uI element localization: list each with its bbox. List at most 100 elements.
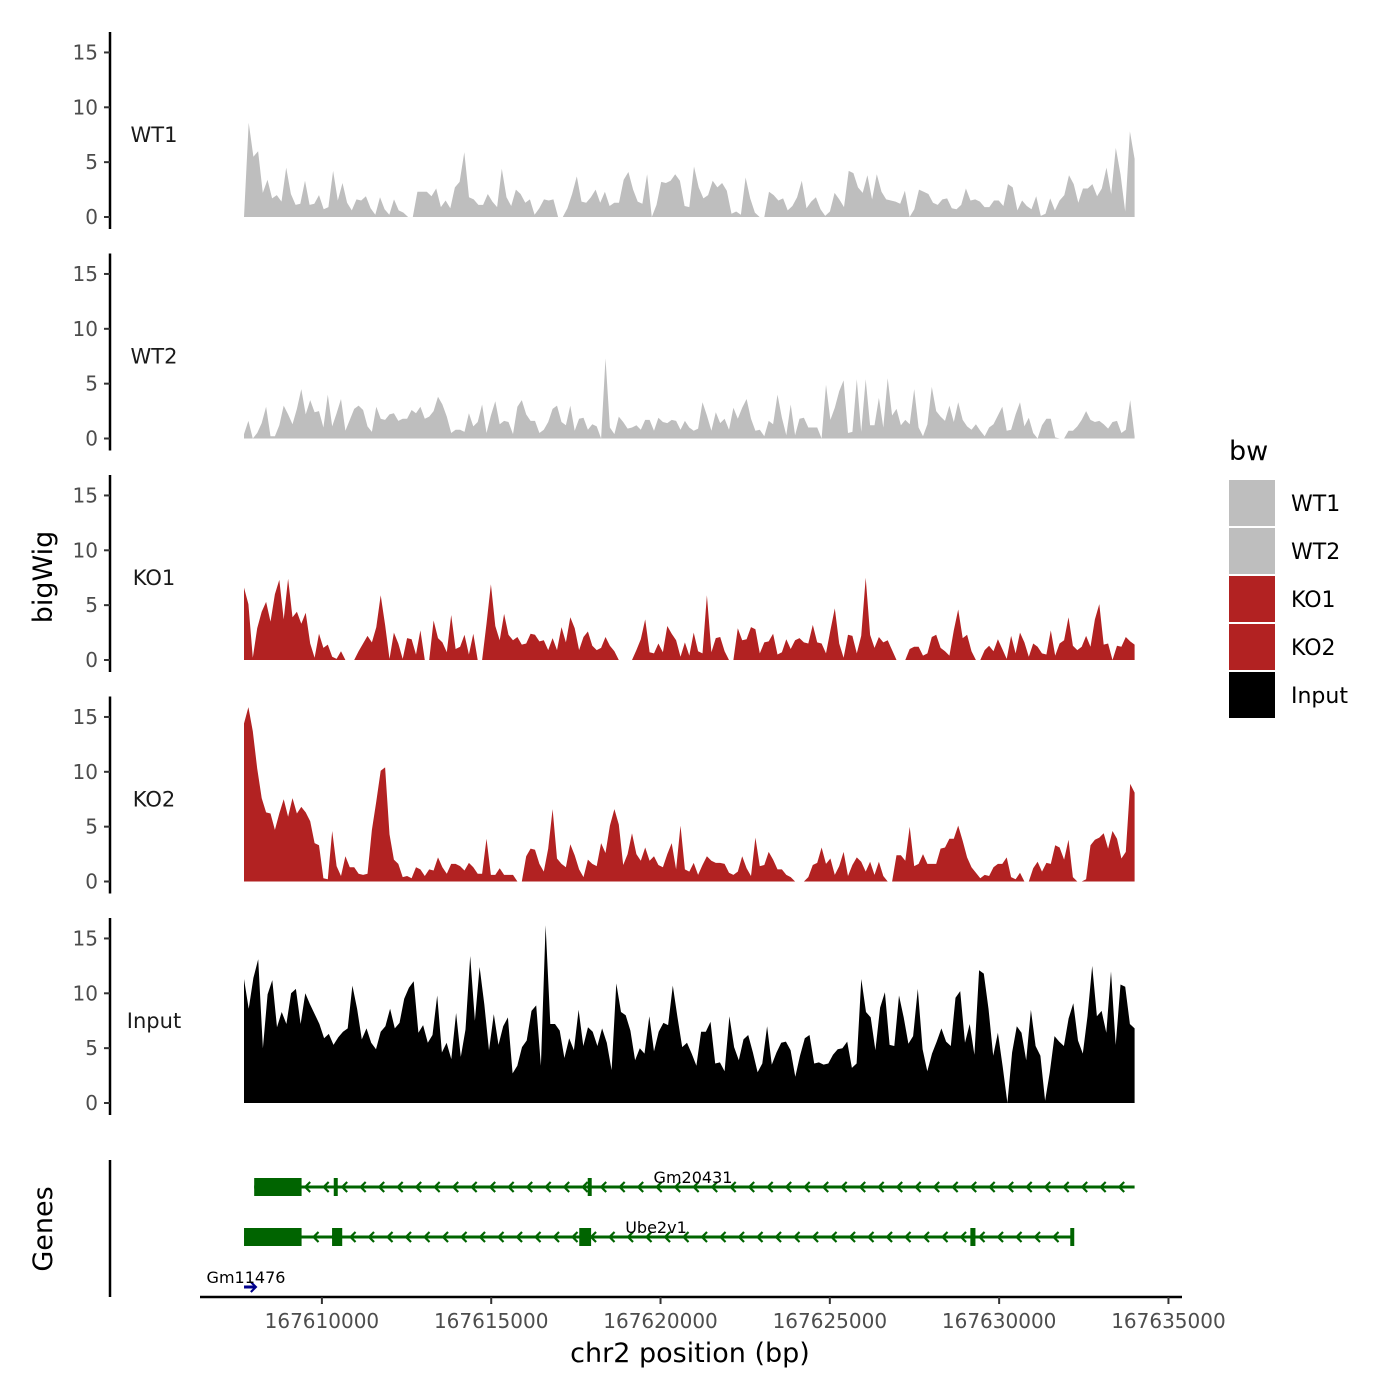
strand-arrow <box>858 1181 866 1193</box>
y-tick-label: 0 <box>85 870 98 894</box>
legend: bw WT1 WT2 KO1 KO2 Input <box>1229 436 1348 718</box>
strand-arrow <box>803 1181 811 1193</box>
gene-ube2v1: Ube2v1 <box>244 1218 1075 1246</box>
y-tick-label: 5 <box>85 593 98 617</box>
strand-arrow <box>914 1181 922 1193</box>
track-wt2: 0 5 10 15 WT2 <box>73 253 1135 451</box>
x-axis: 167610000 167615000 167620000 167625000 1676… <box>200 1295 1226 1333</box>
strand-arrow <box>385 1231 394 1243</box>
strand-arrow <box>404 1231 412 1243</box>
strand-arrow <box>422 1231 431 1243</box>
strand-arrow <box>866 1231 875 1243</box>
area-input <box>244 925 1135 1103</box>
gene-gm11476: Gm11476 <box>207 1268 285 1293</box>
strand-arrow <box>348 1231 357 1243</box>
strand-arrow <box>932 1181 940 1193</box>
strand-arrow <box>663 1231 671 1243</box>
legend-key-wt2 <box>1229 528 1275 574</box>
strand-arrow <box>710 1181 718 1193</box>
exon <box>970 1228 976 1246</box>
bigwig-tracks: 0 5 10 15 WT1 0 5 10 15 WT2 0 5 10 15 KO1 0 5 10 15 KO2 0 5 10… <box>73 32 1135 1115</box>
legend-title: bw <box>1229 436 1268 467</box>
x-tick-label: 167630000 <box>942 1309 1057 1333</box>
strand-arrow <box>636 1181 644 1193</box>
strand-arrow <box>1025 1181 1033 1193</box>
y-tick-label: 10 <box>73 760 98 784</box>
strand-arrow <box>414 1181 422 1193</box>
gene-gm20431: Gm20431 <box>254 1168 1135 1196</box>
strand-arrow <box>811 1231 819 1243</box>
y-tick-label: 10 <box>73 317 98 341</box>
strand-arrow <box>755 1231 764 1243</box>
exon <box>332 1228 343 1246</box>
strand-arrow <box>969 1181 977 1193</box>
strand-arrow <box>737 1231 745 1243</box>
y-tick-label: 5 <box>85 815 98 839</box>
strand-arrow <box>322 1181 330 1193</box>
y-tick-label: 15 <box>73 926 98 950</box>
strand-arrow <box>1006 1181 1014 1193</box>
strand-arrow <box>840 1181 848 1193</box>
strand-arrow <box>470 1181 478 1193</box>
strand-arrow <box>250 1281 258 1293</box>
strand-arrow <box>1033 1231 1041 1243</box>
track-label: WT1 <box>131 123 178 147</box>
strand-arrow <box>848 1231 856 1243</box>
legend-key-ko1 <box>1229 576 1275 622</box>
track-label: WT2 <box>131 345 178 369</box>
y-tick-label: 10 <box>73 981 98 1005</box>
legend-key-wt1 <box>1229 480 1275 526</box>
strand-arrow <box>618 1181 626 1193</box>
y-axis-title: bigWig <box>28 531 59 624</box>
strand-arrow <box>996 1231 1004 1243</box>
y-tick-label: 15 <box>73 483 98 507</box>
strand-arrow <box>544 1181 552 1193</box>
legend-label-input: Input <box>1291 684 1348 709</box>
strand-arrow <box>940 1231 949 1243</box>
strand-arrow <box>581 1181 589 1193</box>
legend-key-ko2 <box>1229 624 1275 670</box>
strand-arrow <box>1014 1231 1023 1243</box>
track-label: Input <box>127 1009 181 1033</box>
strand-arrow <box>700 1231 708 1243</box>
strand-arrow <box>626 1231 634 1243</box>
exon <box>254 1178 302 1196</box>
strand-arrow <box>433 1181 441 1193</box>
strand-arrow <box>496 1231 505 1243</box>
strand-arrow <box>821 1181 829 1193</box>
strand-arrow <box>367 1231 375 1243</box>
legend-label-ko2: KO2 <box>1291 636 1336 661</box>
y-tick-label: 5 <box>85 372 98 396</box>
strand-arrow <box>829 1231 838 1243</box>
gene-label: Ube2v1 <box>625 1218 687 1237</box>
strand-arrow <box>570 1231 579 1243</box>
strand-arrow <box>562 1181 570 1193</box>
strand-arrow <box>441 1231 449 1243</box>
y-tick-label: 0 <box>85 648 98 672</box>
area-ko2 <box>244 707 1135 882</box>
y-tick-label: 15 <box>73 40 98 64</box>
x-tick-label: 167635000 <box>1111 1309 1226 1333</box>
y-tick-label: 0 <box>85 427 98 451</box>
track-wt1: 0 5 10 15 WT1 <box>73 32 1135 229</box>
y-tick-label: 5 <box>85 150 98 174</box>
strand-arrow <box>951 1181 959 1193</box>
track-ko1: 0 5 10 15 KO1 <box>73 475 1135 672</box>
strand-arrow <box>303 1181 311 1193</box>
strand-arrow <box>692 1181 700 1193</box>
strand-arrow <box>478 1231 486 1243</box>
x-tick-label: 167625000 <box>773 1309 888 1333</box>
exon <box>587 1178 592 1196</box>
strand-arrow <box>1043 1181 1051 1193</box>
exon <box>1070 1228 1075 1246</box>
strand-arrow <box>895 1181 903 1193</box>
strand-arrow <box>377 1181 385 1193</box>
legend-label-wt2: WT2 <box>1291 540 1340 565</box>
strand-arrow <box>729 1181 737 1193</box>
x-tick-label: 167615000 <box>434 1309 549 1333</box>
strand-arrow <box>681 1231 690 1243</box>
strand-arrow <box>655 1181 663 1193</box>
strand-arrow <box>1117 1181 1125 1193</box>
area-wt1 <box>244 122 1135 217</box>
